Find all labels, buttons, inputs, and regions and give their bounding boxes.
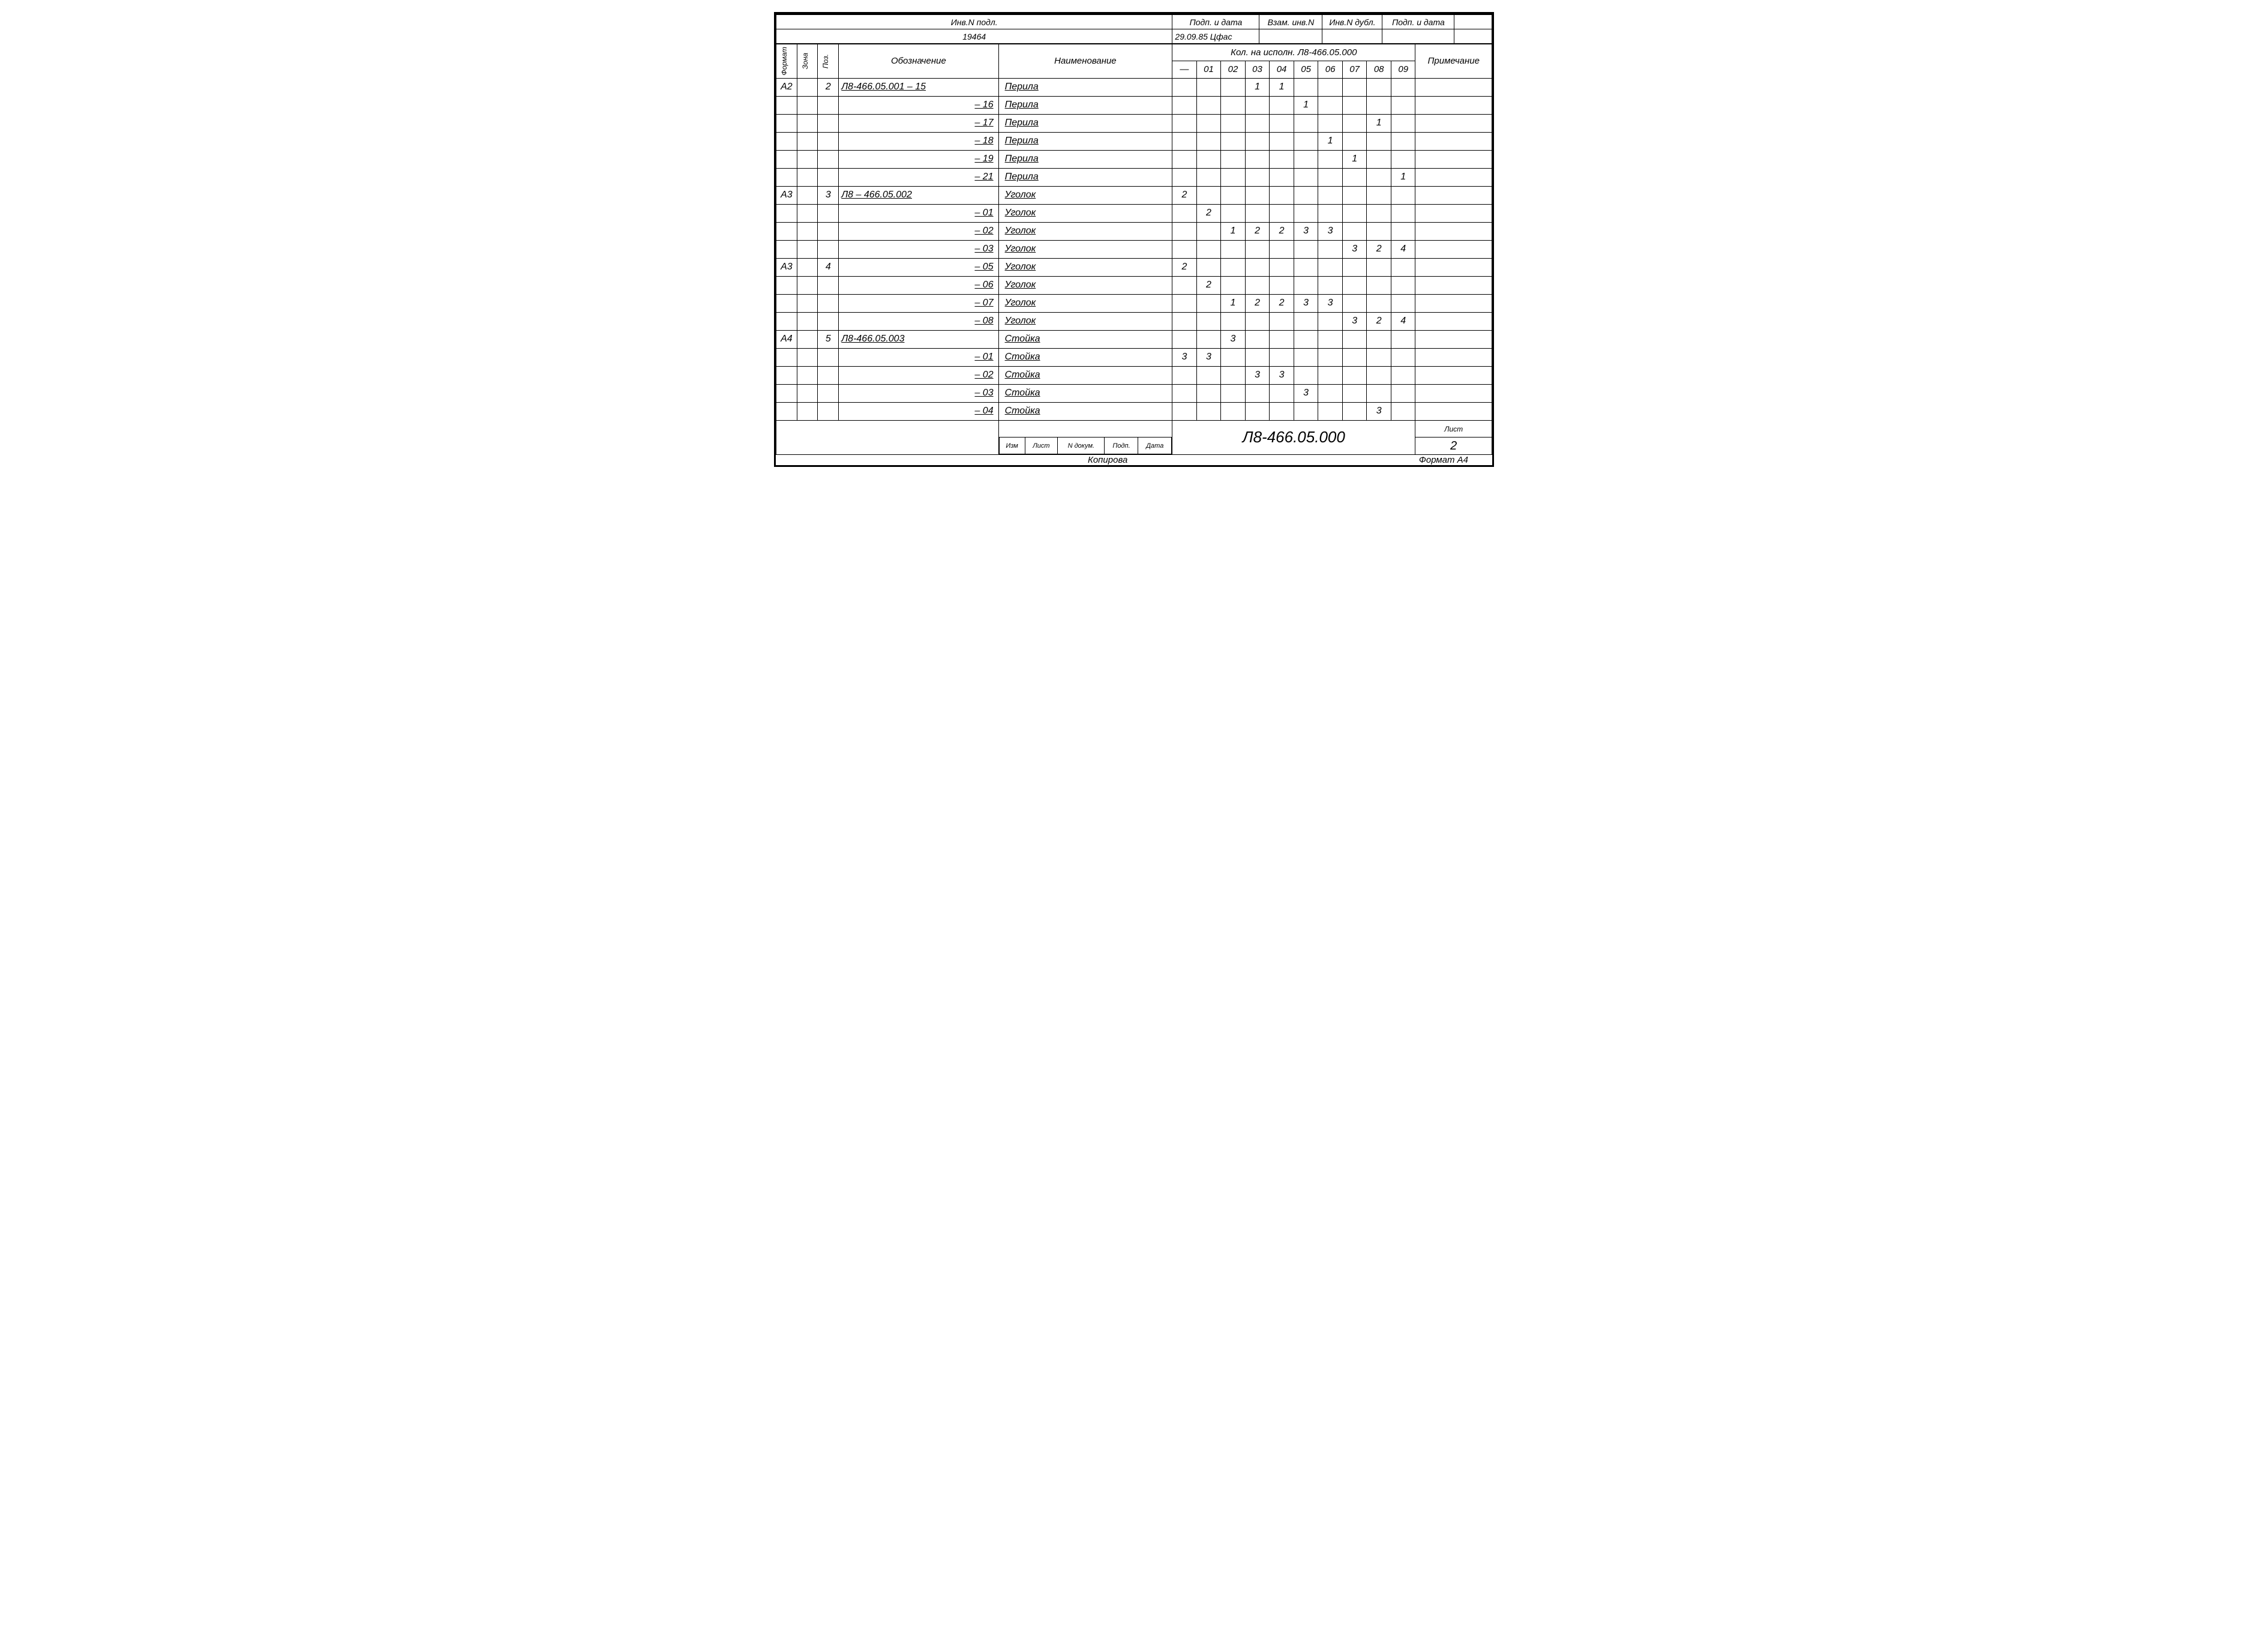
table-row: – 02Стойка33 — [776, 366, 1492, 384]
col-kol-7: 07 — [1342, 61, 1367, 78]
doc-number: Л8-466.05.000 — [1172, 420, 1415, 455]
table-row: – 21Перила1 — [776, 168, 1492, 186]
col-naim: Наименование — [998, 44, 1172, 79]
table-row: – 03Уголок324 — [776, 240, 1492, 258]
table-row: А45Л8-466.05.003Стойка3 — [776, 330, 1492, 348]
hdr-podp-data2: Подп. и дата — [1382, 15, 1454, 29]
table-row: А34– 05Уголок2 — [776, 258, 1492, 276]
table-row: – 02Уголок12233 — [776, 222, 1492, 240]
table-row: – 19Перила1 — [776, 150, 1492, 168]
drawing-sheet: Инв.N подл. Подп. и дата Взам. инв.N Инв… — [774, 12, 1494, 467]
footer-left-blank — [776, 420, 999, 455]
col-kol-8: 08 — [1367, 61, 1391, 78]
sign-date: 29.09.85 Цфас — [1172, 29, 1259, 44]
bottom-labels: Копирова Формат А4 — [776, 455, 1492, 465]
col-zona: Зона — [800, 52, 811, 70]
col-kol-2: 02 — [1221, 61, 1246, 78]
list-number: 2 — [1415, 438, 1492, 455]
col-format: Формат — [779, 46, 790, 77]
table-row: – 01Стойка33 — [776, 348, 1492, 366]
hdr-podp-data1: Подп. и дата — [1172, 15, 1259, 29]
table-row: А33Л8 – 466.05.002Уголок2 — [776, 186, 1492, 204]
col-kol-0: — — [1172, 61, 1197, 78]
table-row: – 08Уголок324 — [776, 312, 1492, 330]
kopirova-label: Копирова — [1088, 455, 1127, 465]
table-row: – 06Уголок2 — [776, 276, 1492, 294]
inv-number: 19464 — [776, 29, 1172, 44]
hdr-vzam: Взам. инв.N — [1259, 15, 1322, 29]
col-kol-3: 03 — [1245, 61, 1270, 78]
table-row: – 18Перила1 — [776, 132, 1492, 150]
table-row: – 17Перила1 — [776, 114, 1492, 132]
format-label: Формат А4 — [1419, 455, 1468, 465]
table-row: – 04Стойка3 — [776, 402, 1492, 420]
table-row: – 16Перила1 — [776, 96, 1492, 114]
col-oboz: Обозначение — [839, 44, 998, 79]
col-kol-1: 01 — [1196, 61, 1221, 78]
list-label: Лист — [1415, 420, 1492, 438]
col-kol-6: 06 — [1318, 61, 1343, 78]
table-row: – 07Уголок12233 — [776, 294, 1492, 312]
col-kol-5: 05 — [1294, 61, 1318, 78]
col-kol-9: 09 — [1391, 61, 1415, 78]
col-kol-header: Кол. на исполн. Л8-466.05.000 — [1172, 44, 1415, 61]
col-kol-4: 04 — [1270, 61, 1294, 78]
table-row: А22Л8-466.05.001 – 15Перила11 — [776, 78, 1492, 96]
hdr-blank — [1454, 15, 1492, 29]
spec-table: Формат Зона Поз. Обозначение Наименовани… — [776, 44, 1492, 455]
hdr-inv-podl: Инв.N подл. — [776, 15, 1172, 29]
table-row: – 03Стойка3 — [776, 384, 1492, 402]
header-strip: Инв.N подл. Подп. и дата Взам. инв.N Инв… — [776, 14, 1492, 44]
col-pos: Поз. — [820, 53, 831, 70]
hdr-inv-dubl: Инв.N дубл. — [1322, 15, 1382, 29]
col-prim: Примечание — [1415, 44, 1492, 79]
table-row: – 01Уголок2 — [776, 204, 1492, 222]
